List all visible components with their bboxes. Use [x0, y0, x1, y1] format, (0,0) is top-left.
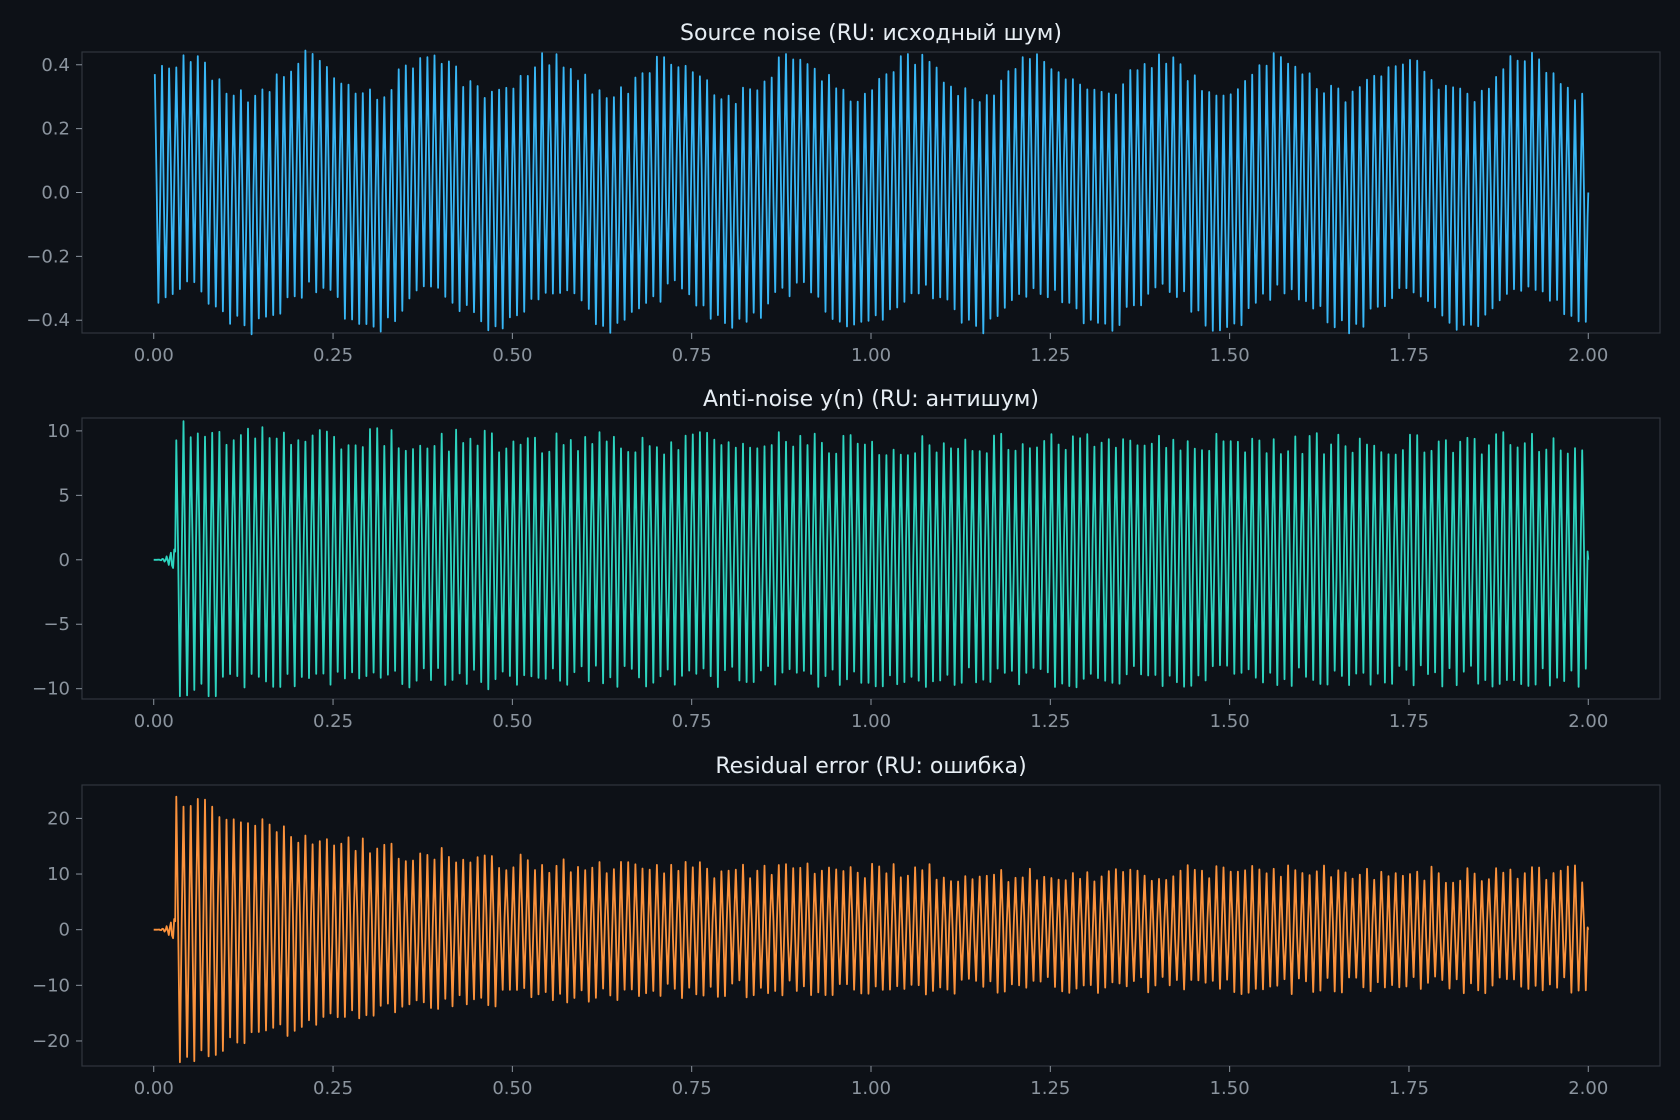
x-tick-label: 1.50: [1210, 711, 1250, 732]
x-tick-label: 0.25: [313, 711, 353, 732]
subplot-anti-noise: Anti-noise y(n) (RU: антишум) 0.00 0.25 0.…: [32, 387, 1661, 732]
subplot-source-noise: Source noise (RU: исходный шум) 0.00 0.25…: [26, 21, 1661, 366]
y-tick-label: −0.2: [26, 246, 70, 267]
y-tick-label: 20: [47, 808, 70, 829]
x-tick-label: 1.75: [1389, 711, 1429, 732]
x-tick-label: 1.50: [1210, 1078, 1250, 1099]
y-tick-label: −10: [32, 975, 70, 996]
x-tick-label: 1.75: [1389, 345, 1429, 366]
x-tick-label: 0.50: [492, 1078, 532, 1099]
y-tick-label: 5: [59, 485, 70, 506]
data-layer: [153, 420, 1590, 698]
x-tick-label: 1.25: [1030, 345, 1070, 366]
data-layer: [153, 49, 1590, 336]
x-axis: 0.00 0.25 0.50 0.75 1.00 1.25 1.50 1.75 2.00: [134, 1066, 1608, 1099]
y-axis: −20 −10 0 10 20: [32, 808, 82, 1052]
y-tick-label: 0: [59, 920, 70, 941]
y-tick-label: 0.0: [41, 183, 70, 204]
series-line: [153, 49, 1590, 336]
x-tick-label: 1.00: [851, 345, 891, 366]
y-tick-label: 0: [59, 550, 70, 571]
x-tick-label: 1.25: [1030, 711, 1070, 732]
data-layer: [153, 795, 1590, 1064]
x-axis: 0.00 0.25 0.50 0.75 1.00 1.25 1.50 1.75 2.00: [134, 699, 1608, 732]
x-tick-label: 2.00: [1568, 345, 1608, 366]
x-tick-label: 0.00: [134, 345, 174, 366]
x-tick-label: 2.00: [1568, 711, 1608, 732]
y-tick-label: 10: [47, 421, 70, 442]
y-tick-label: 10: [47, 864, 70, 885]
x-tick-label: 1.50: [1210, 345, 1250, 366]
x-tick-label: 0.25: [313, 345, 353, 366]
x-tick-label: 0.75: [672, 711, 712, 732]
y-tick-label: −20: [32, 1031, 70, 1052]
x-tick-label: 1.00: [851, 1078, 891, 1099]
x-axis: 0.00 0.25 0.50 0.75 1.00 1.25 1.50 1.75 2.00: [134, 333, 1608, 366]
y-tick-label: −10: [32, 679, 70, 700]
y-axis: −10 −5 0 5 10: [32, 421, 82, 700]
y-tick-label: 0.2: [41, 119, 70, 140]
x-tick-label: 1.00: [851, 711, 891, 732]
y-tick-label: 0.4: [41, 55, 70, 76]
subplot-title: Source noise (RU: исходный шум): [680, 21, 1062, 46]
x-tick-label: 0.00: [134, 1078, 174, 1099]
y-axis: −0.4 −0.2 0.0 0.2 0.4: [26, 55, 82, 331]
x-tick-label: 2.00: [1568, 1078, 1608, 1099]
x-tick-label: 1.25: [1030, 1078, 1070, 1099]
x-tick-label: 1.75: [1389, 1078, 1429, 1099]
series-line: [153, 420, 1590, 698]
x-tick-label: 0.75: [672, 345, 712, 366]
y-tick-label: −5: [43, 614, 70, 635]
x-tick-label: 0.25: [313, 1078, 353, 1099]
x-tick-label: 0.50: [492, 711, 532, 732]
x-tick-label: 0.00: [134, 711, 174, 732]
y-tick-label: −0.4: [26, 310, 70, 331]
x-tick-label: 0.50: [492, 345, 532, 366]
subplot-title: Residual error (RU: ошибка): [715, 754, 1026, 779]
x-tick-label: 0.75: [672, 1078, 712, 1099]
subplot-title: Anti-noise y(n) (RU: антишум): [703, 387, 1039, 412]
series-line: [153, 795, 1590, 1064]
subplot-residual-error: Residual error (RU: ошибка) 0.00 0.25 0.50…: [32, 754, 1661, 1099]
